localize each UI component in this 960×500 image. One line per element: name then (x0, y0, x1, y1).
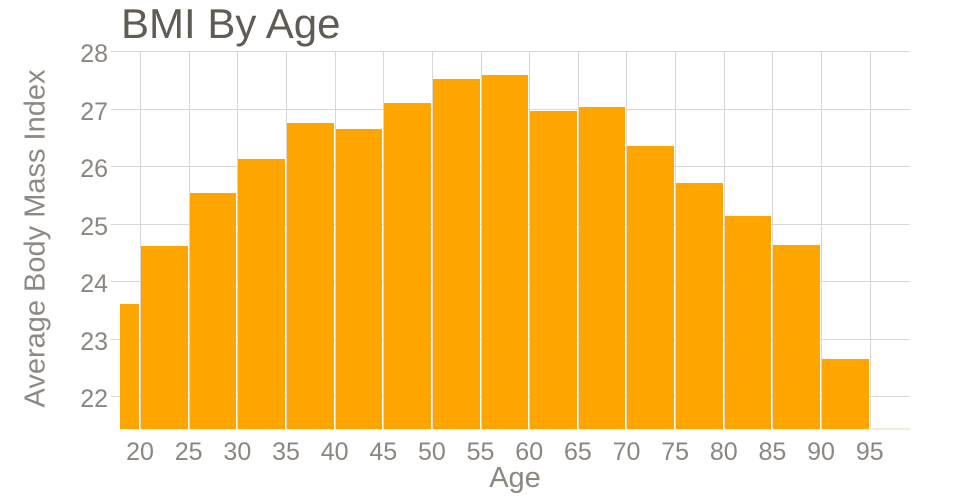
y-tick-label: 22 (80, 385, 108, 414)
histogram-bar[interactable] (189, 192, 237, 429)
x-tick-label: 70 (612, 438, 641, 466)
x-tick-label: 95 (855, 438, 884, 466)
y-tick-mark (111, 223, 120, 225)
histogram-bar[interactable] (120, 304, 140, 429)
y-tick-label: 27 (80, 97, 108, 126)
y-axis-title: Average Body Mass Index (19, 69, 52, 408)
v-gridline (675, 51, 677, 429)
h-gridline (120, 51, 910, 52)
histogram-bar[interactable] (676, 183, 723, 429)
y-tick-label: 25 (80, 212, 108, 241)
v-gridline (480, 51, 482, 429)
x-tick-label: 35 (272, 438, 300, 466)
histogram-bar[interactable] (286, 123, 334, 429)
v-gridline (431, 51, 433, 429)
y-tick-label: 24 (80, 270, 108, 299)
histogram-bar[interactable] (578, 106, 626, 429)
x-tick-label: 55 (466, 438, 495, 466)
histogram-bar[interactable] (530, 111, 577, 429)
x-axis-baseline (120, 428, 910, 430)
y-tick-mark (111, 396, 120, 398)
v-gridline (577, 51, 579, 429)
histogram-bar[interactable] (773, 245, 821, 429)
v-gridline (772, 51, 774, 429)
v-gridline (334, 51, 336, 429)
histogram-bar[interactable] (481, 74, 529, 429)
v-gridline (869, 51, 871, 429)
x-tick-label: 50 (418, 438, 446, 466)
x-tick-label: 75 (661, 438, 690, 466)
x-tick-label: 80 (709, 438, 738, 466)
x-tick-label: 85 (758, 438, 787, 466)
histogram-bar[interactable] (384, 102, 431, 429)
histogram-bar[interactable] (822, 358, 869, 429)
y-tick-mark (111, 338, 120, 340)
v-gridline (237, 51, 239, 429)
v-gridline (188, 51, 190, 429)
chart-title: BMI By Age (121, 0, 341, 47)
y-tick-mark (111, 108, 120, 110)
histogram-bar[interactable] (335, 128, 383, 429)
v-gridline (821, 51, 823, 429)
v-gridline (723, 51, 725, 429)
x-tick-label: 60 (515, 438, 544, 466)
v-gridline (626, 51, 628, 429)
y-tick-label: 26 (80, 155, 108, 184)
y-tick-mark (111, 51, 120, 52)
y-tick-label: 28 (80, 40, 108, 68)
y-tick-mark (111, 281, 120, 283)
v-gridline (529, 51, 531, 429)
histogram-bar[interactable] (627, 145, 675, 429)
x-tick-label: 45 (369, 438, 398, 466)
v-gridline (140, 51, 142, 429)
y-tick-label: 23 (80, 327, 108, 356)
histogram-bar[interactable] (724, 215, 772, 429)
x-tick-label: 90 (807, 438, 835, 466)
x-tick-label: 40 (320, 438, 349, 466)
histogram-bar[interactable] (141, 246, 188, 429)
histogram-bar[interactable] (432, 78, 480, 429)
x-tick-label: 65 (563, 438, 592, 466)
x-tick-label: 20 (126, 438, 154, 466)
y-tick-mark (111, 166, 120, 168)
v-gridline (285, 51, 287, 429)
x-axis-title: Age (489, 462, 541, 494)
histogram-bar[interactable] (238, 159, 285, 429)
v-gridline (383, 51, 385, 429)
x-tick-label: 25 (174, 438, 203, 466)
x-tick-label: 30 (223, 438, 252, 466)
